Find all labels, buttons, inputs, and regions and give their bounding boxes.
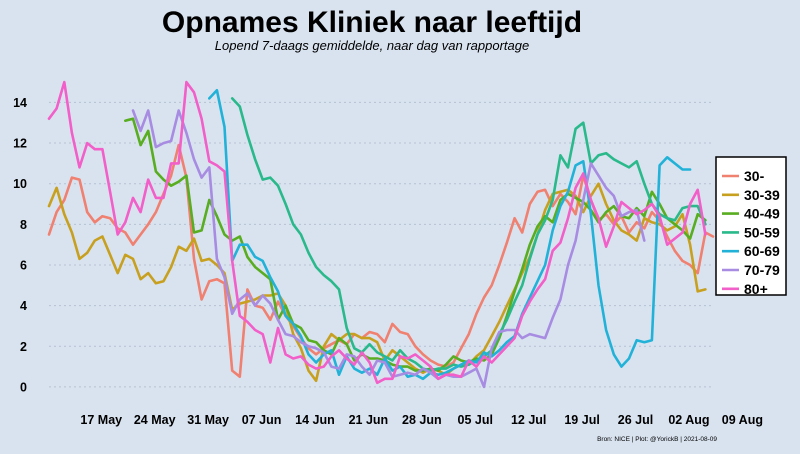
x-tick-label: 19 Jul	[564, 413, 599, 427]
legend-label: 80+	[744, 281, 768, 297]
x-tick-label: 24 May	[134, 413, 176, 427]
chart-subtitle: Lopend 7-daags gemiddelde, naar dag van …	[215, 38, 529, 53]
source-credit: Bron: NICE | Plot: @YorickB | 2021-08-09	[597, 436, 717, 443]
x-tick-label: 28 Jun	[402, 413, 442, 427]
series-line-60-69	[208, 88, 692, 381]
legend-label: 50-59	[744, 224, 780, 240]
series-line-50-59	[230, 97, 707, 372]
x-tick-label: 02 Aug	[668, 413, 709, 427]
legend-label: 70-79	[744, 262, 780, 278]
y-tick-label: 14	[13, 96, 27, 110]
series-line-40-49	[124, 117, 707, 372]
y-tick-label: 8	[20, 218, 27, 232]
series-line-70-79	[131, 109, 646, 389]
y-tick-label: 10	[13, 177, 27, 191]
x-tick-label: 17 May	[80, 413, 122, 427]
x-tick-label: 31 May	[187, 413, 229, 427]
legend-label: 30-39	[744, 187, 780, 203]
y-axis-ticks: 0 2 4 6 8 10 12 14	[13, 96, 27, 394]
y-tick-label: 0	[20, 380, 27, 394]
x-tick-label: 21 Jun	[349, 413, 389, 427]
legend: 30- 30-39 40-49 50-59 60-69 70-79 80+	[715, 156, 787, 297]
series-lines	[47, 80, 715, 389]
x-tick-label: 07 Jun	[242, 413, 282, 427]
legend-label: 30-	[744, 168, 765, 184]
legend-box	[715, 156, 787, 296]
y-tick-label: 4	[20, 299, 27, 313]
y-tick-label: 6	[20, 258, 27, 272]
x-tick-label: 14 Jun	[295, 413, 335, 427]
series-line-80+	[47, 80, 707, 385]
chart-title: Opnames Kliniek naar leeftijd	[162, 6, 582, 39]
series-line-30-39	[47, 182, 707, 383]
y-tick-label: 12	[13, 137, 27, 151]
x-axis-ticks: 17 May 24 May 31 May 07 Jun 14 Jun 21 Jun 28 J…	[80, 413, 763, 427]
legend-label: 40-49	[744, 206, 780, 222]
x-tick-label: 12 Jul	[511, 413, 546, 427]
grid-lines	[49, 101, 713, 388]
x-tick-label: 05 Jul	[458, 413, 493, 427]
x-tick-label: 26 Jul	[618, 413, 653, 427]
y-tick-label: 2	[20, 340, 27, 354]
legend-label: 60-69	[744, 243, 780, 259]
x-tick-label: 09 Aug	[722, 413, 763, 427]
